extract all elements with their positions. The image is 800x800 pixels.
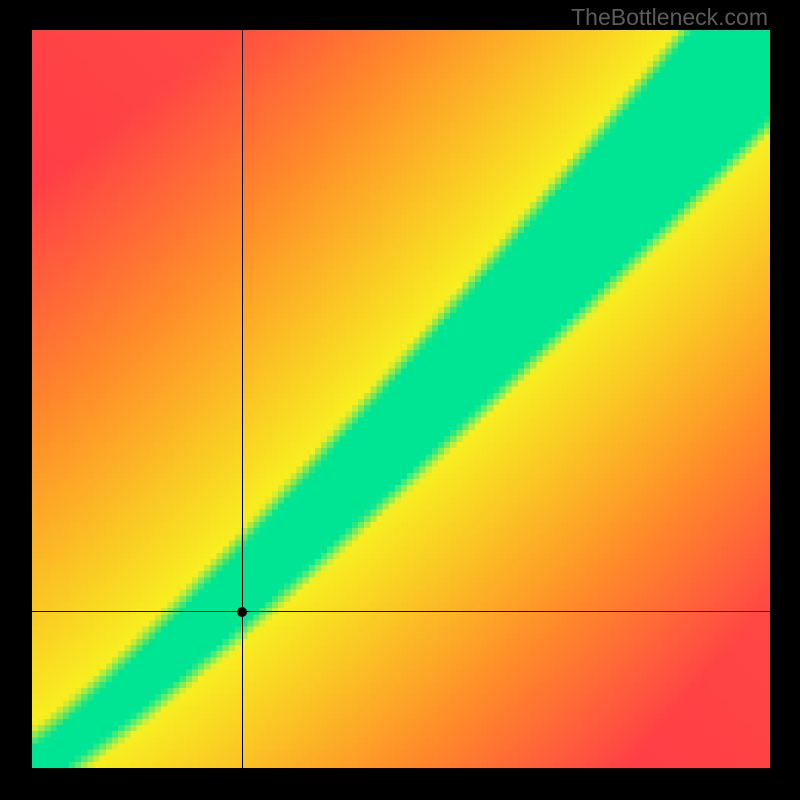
crosshair-vertical (242, 30, 243, 768)
watermark-text: TheBottleneck.com (571, 4, 768, 31)
crosshair-marker (237, 607, 247, 617)
bottleneck-heatmap (32, 30, 770, 768)
crosshair-horizontal (32, 611, 770, 612)
chart-container: TheBottleneck.com (0, 0, 800, 800)
